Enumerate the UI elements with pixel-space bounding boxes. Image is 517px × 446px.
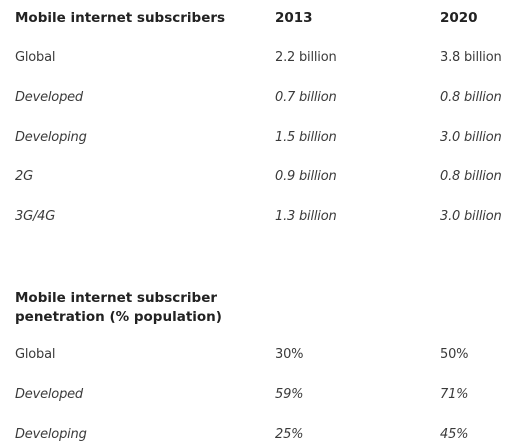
header-cell: Mobile internet subscriber penetration (… [15,290,222,325]
row-label: Developed [15,387,83,402]
cell: 3.0 billion [440,130,502,145]
row-label: 2G [15,169,33,184]
header-cell: Mobile internet subscribers [15,10,226,26]
cell: 71% [440,387,469,402]
cell: 0.8 billion [440,169,502,184]
header-cell: 2020 [440,10,478,26]
row-label: Developing [15,427,87,442]
row-label: Developed [15,90,83,105]
cell: 0.9 billion [275,169,337,184]
cell: 59% [275,387,304,402]
cell: 3.0 billion [440,209,502,224]
cell: 0.7 billion [275,90,337,105]
cell: 50% [440,347,469,362]
cell: 1.3 billion [275,209,337,224]
cell: 1.5 billion [275,130,337,145]
row-label: Developing [15,130,87,145]
cell: 25% [275,427,304,442]
cell: 2.2 billion [275,50,337,65]
cell: 0.8 billion [440,90,502,105]
row-label: 3G/4G [15,209,56,224]
row-label: Global [15,50,56,65]
cell: 3.8 billion [440,50,502,65]
row-label: Global [15,347,56,362]
header-cell: 2013 [275,10,313,26]
cell: 45% [440,427,469,442]
cell: 30% [275,347,304,362]
